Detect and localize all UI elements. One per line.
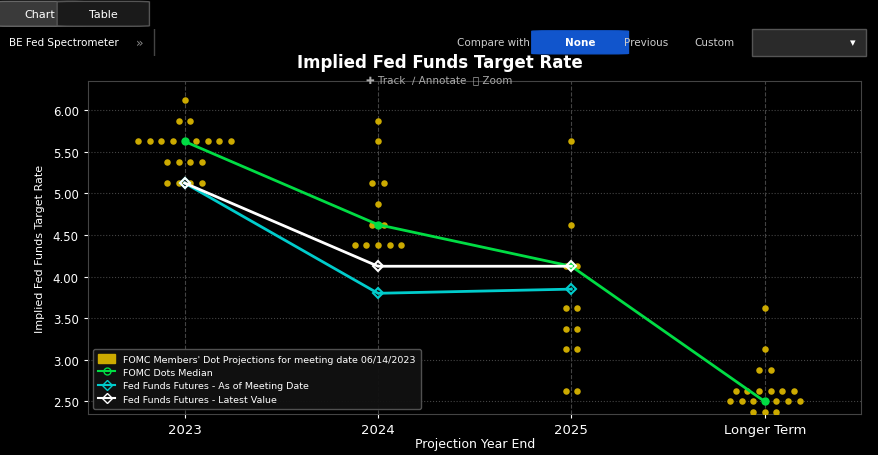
- Point: [757, 398, 771, 405]
- Point: [160, 159, 174, 167]
- Point: [371, 201, 385, 208]
- Point: [189, 138, 203, 146]
- Point: [348, 242, 362, 249]
- Point: [768, 398, 782, 405]
- Point: [570, 263, 584, 270]
- Point: [751, 419, 765, 426]
- Text: Implied Fed Funds Target Rate: Implied Fed Funds Target Rate: [296, 54, 582, 72]
- Point: [558, 263, 572, 270]
- Point: [722, 398, 736, 405]
- Point: [786, 388, 800, 395]
- Point: [212, 138, 227, 146]
- Point: [751, 367, 765, 374]
- Point: [570, 346, 584, 354]
- Point: [364, 180, 378, 187]
- Point: [763, 388, 777, 395]
- Point: [570, 388, 584, 395]
- Text: Previous: Previous: [623, 38, 667, 48]
- Point: [774, 388, 788, 395]
- Point: [382, 242, 396, 249]
- Point: [195, 159, 209, 167]
- Text: BE Fed Spectrometer: BE Fed Spectrometer: [9, 38, 119, 48]
- Point: [195, 180, 209, 187]
- Text: Custom: Custom: [694, 38, 734, 48]
- Point: [570, 304, 584, 312]
- Point: [371, 118, 385, 125]
- Point: [739, 388, 753, 395]
- Y-axis label: Implied Fed Funds Target Rate: Implied Fed Funds Target Rate: [34, 164, 45, 332]
- Point: [558, 388, 572, 395]
- Point: [558, 346, 572, 354]
- Point: [763, 367, 777, 374]
- Point: [377, 180, 391, 187]
- Point: [558, 325, 572, 333]
- Point: [160, 180, 174, 187]
- Point: [171, 180, 185, 187]
- Bar: [751, 30, 865, 57]
- Point: [359, 242, 373, 249]
- Point: [184, 159, 198, 167]
- FancyBboxPatch shape: [531, 32, 628, 55]
- Text: Chart: Chart: [25, 10, 54, 20]
- Point: [171, 159, 185, 167]
- Point: [364, 222, 378, 229]
- Point: [745, 408, 759, 415]
- Legend: FOMC Members' Dot Projections for meeting date 06/14/2023, FOMC Dots Median, Fed: FOMC Members' Dot Projections for meetin…: [92, 349, 421, 410]
- Point: [177, 97, 191, 104]
- Text: None: None: [565, 38, 594, 48]
- Text: Compare with: Compare with: [457, 38, 529, 48]
- Point: [558, 304, 572, 312]
- Point: [224, 138, 238, 146]
- Point: [371, 242, 385, 249]
- Point: [393, 242, 407, 249]
- Point: [371, 138, 385, 146]
- Text: ▾: ▾: [849, 38, 854, 48]
- Point: [171, 118, 185, 125]
- Point: [131, 138, 145, 146]
- Point: [745, 398, 759, 405]
- Point: [768, 408, 782, 415]
- Text: Projection Year End: Projection Year End: [414, 437, 534, 450]
- FancyBboxPatch shape: [57, 2, 149, 27]
- Point: [377, 222, 391, 229]
- Point: [792, 398, 806, 405]
- Point: [757, 346, 771, 354]
- Point: [728, 388, 742, 395]
- Text: ✚ Track  ∕ Annotate  🔍 Zoom: ✚ Track ∕ Annotate 🔍 Zoom: [366, 75, 512, 85]
- Point: [200, 138, 214, 146]
- FancyBboxPatch shape: [0, 2, 85, 27]
- Point: [734, 398, 748, 405]
- Point: [751, 388, 765, 395]
- Point: [757, 304, 771, 312]
- Point: [757, 408, 771, 415]
- Text: »: »: [136, 37, 144, 50]
- Point: [155, 138, 169, 146]
- Point: [142, 138, 156, 146]
- Point: [763, 419, 777, 426]
- Text: Table: Table: [90, 10, 118, 20]
- Point: [184, 180, 198, 187]
- Point: [177, 138, 191, 146]
- Point: [184, 118, 198, 125]
- Point: [780, 398, 794, 405]
- Point: [564, 222, 578, 229]
- Point: [166, 138, 180, 146]
- Point: [570, 325, 584, 333]
- Point: [564, 138, 578, 146]
